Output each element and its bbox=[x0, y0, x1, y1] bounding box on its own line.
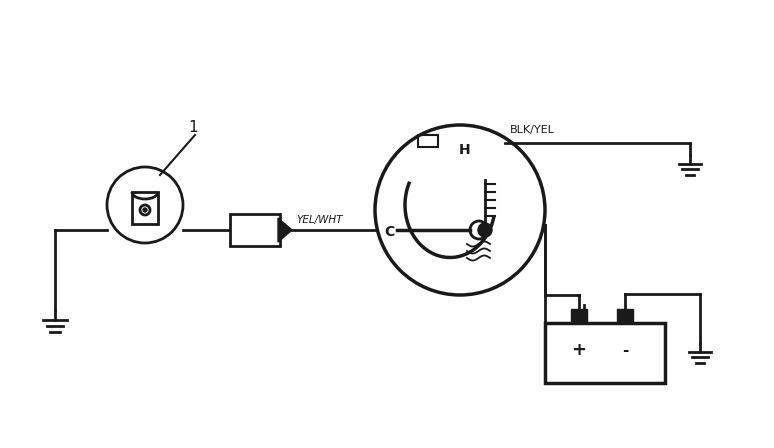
Circle shape bbox=[375, 125, 545, 295]
Text: 1: 1 bbox=[188, 120, 198, 134]
Polygon shape bbox=[278, 218, 292, 242]
Text: H: H bbox=[459, 143, 471, 157]
Bar bbox=[570, 309, 587, 323]
Text: BLK/YEL: BLK/YEL bbox=[510, 125, 555, 135]
Circle shape bbox=[478, 223, 492, 237]
Text: +: + bbox=[571, 341, 586, 359]
Bar bbox=[545, 323, 665, 383]
Text: YEL/WHT: YEL/WHT bbox=[296, 215, 343, 225]
Bar bbox=[618, 309, 633, 323]
Text: -: - bbox=[622, 343, 628, 358]
Bar bbox=[418, 135, 438, 147]
Circle shape bbox=[143, 208, 147, 212]
Bar bbox=[132, 192, 158, 224]
Bar bbox=[230, 214, 280, 246]
Text: C: C bbox=[384, 225, 394, 239]
Circle shape bbox=[140, 205, 150, 215]
